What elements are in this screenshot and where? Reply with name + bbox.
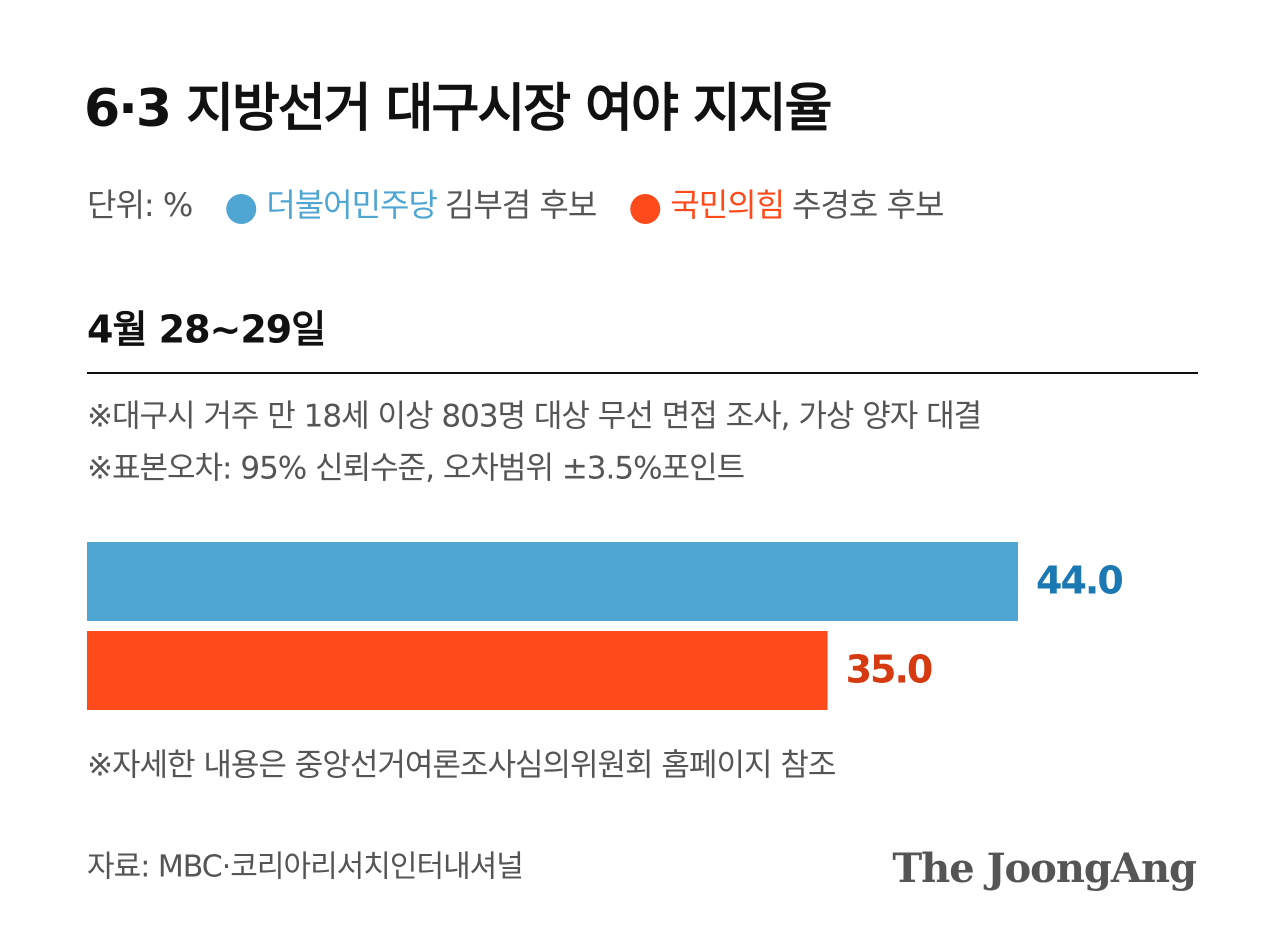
value-label: 44.0	[1036, 559, 1122, 603]
bar	[87, 631, 828, 710]
legend-entry: 더불어민주당 김부겸 후보	[266, 186, 596, 224]
footnote: ※자세한 내용은 중앙선거여론조사심의위원회 홈페이지 참조	[87, 748, 835, 784]
note: ※대구시 거주 만 18세 이상 803명 대상 무선 면접 조사, 가상 양자…	[87, 399, 981, 435]
legend-party: 국민의힘	[670, 186, 784, 224]
legend-swatch	[226, 194, 257, 224]
unit-label: 단위: %	[87, 186, 192, 224]
date-label: 4월 28~29일	[87, 308, 325, 352]
source: 자료: MBC·코리아리서치인터내셔널	[87, 850, 523, 885]
chart-title: 6·3 지방선거 대구시장 여야 지지율	[84, 79, 831, 139]
legend-party: 더불어민주당	[266, 186, 437, 224]
brand-logo: The JoongAng	[892, 845, 1197, 892]
legend-candidate: 추경호 후보	[792, 186, 943, 224]
bar	[87, 542, 1018, 621]
legend-candidate: 김부겸 후보	[445, 186, 596, 224]
legend-swatch	[630, 194, 661, 224]
note: ※표본오차: 95% 신뢰수준, 오차범위 ±3.5%포인트	[87, 451, 744, 487]
value-label: 35.0	[846, 648, 932, 692]
legend-entry: 국민의힘 추경호 후보	[670, 186, 943, 224]
